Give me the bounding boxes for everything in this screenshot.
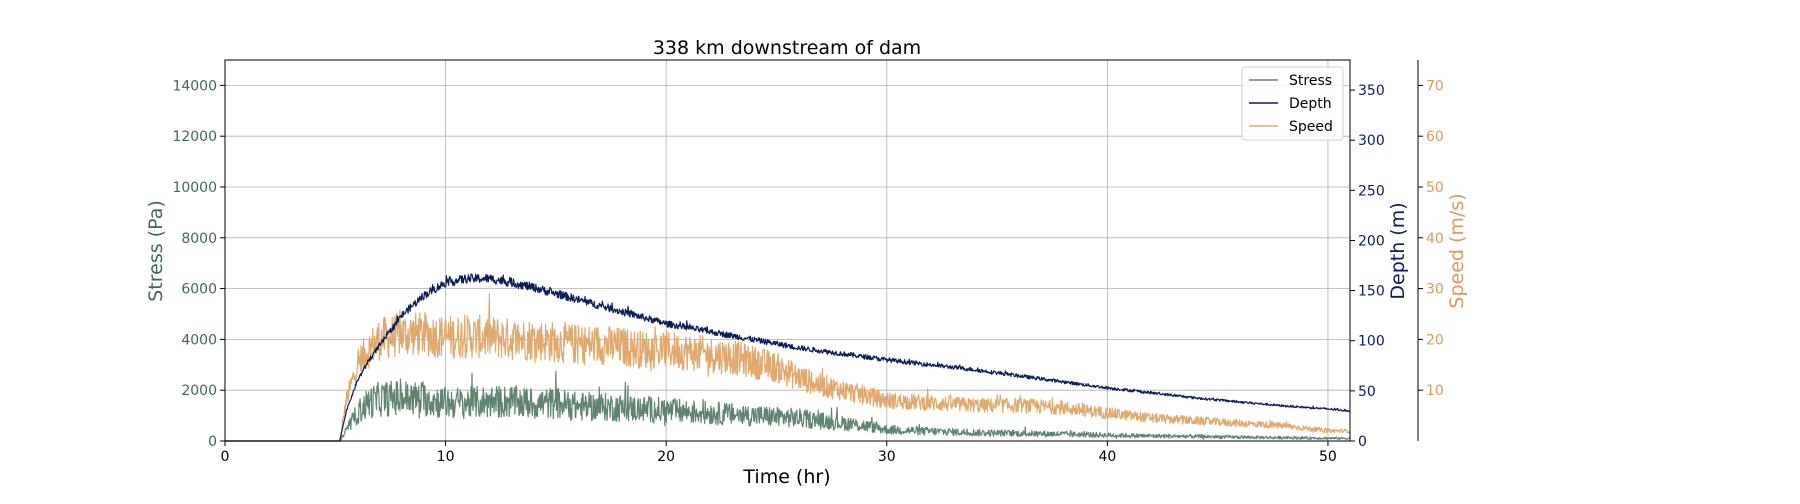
depth-tick-label: 50 bbox=[1358, 384, 1376, 400]
depth-tick-label: 250 bbox=[1358, 183, 1385, 199]
speed-tick-label: 70 bbox=[1426, 78, 1444, 94]
stress-tick-label: 0 bbox=[208, 434, 217, 450]
stress-tick-label: 2000 bbox=[181, 383, 217, 399]
speed-axis-title: Speed (m/s) bbox=[1446, 193, 1468, 308]
speed-tick-label: 50 bbox=[1426, 180, 1444, 196]
series-line-speed bbox=[224, 293, 1351, 442]
speed-tick-label: 20 bbox=[1426, 332, 1444, 348]
stress-tick-label: 6000 bbox=[181, 282, 217, 298]
depth-tick-label: 350 bbox=[1358, 83, 1385, 99]
series-line-stress bbox=[224, 370, 1351, 442]
stress-tick-label: 10000 bbox=[172, 180, 217, 196]
stress-tick-label: 8000 bbox=[181, 231, 217, 247]
x-tick-label: 30 bbox=[878, 449, 896, 465]
series-layer bbox=[224, 273, 1351, 442]
x-tick-label: 40 bbox=[1098, 449, 1116, 465]
depth-tick-label: 0 bbox=[1358, 434, 1367, 450]
x-tick-label: 0 bbox=[221, 449, 230, 465]
series-line-depth bbox=[224, 273, 1351, 442]
speed-tick-label: 30 bbox=[1426, 282, 1444, 298]
depth-tick-label: 300 bbox=[1358, 133, 1385, 149]
plot-frame bbox=[224, 59, 1351, 442]
speed-tick-label: 10 bbox=[1426, 383, 1444, 399]
x-tick-label: 10 bbox=[437, 449, 455, 465]
ticks-layer: 0 10 20 30 40 5002000400060008000100001200014… bbox=[172, 78, 1443, 465]
stress-tick-label: 12000 bbox=[172, 129, 217, 145]
legend-label-speed: Speed bbox=[1289, 119, 1333, 135]
x-tick-label: 50 bbox=[1319, 449, 1337, 465]
x-tick-label: 20 bbox=[657, 449, 675, 465]
depth-tick-label: 150 bbox=[1358, 284, 1385, 300]
chart-title: 338 km downstream of dam bbox=[653, 37, 921, 59]
legend-label-depth: Depth bbox=[1289, 96, 1332, 112]
stress-tick-label: 4000 bbox=[181, 332, 217, 348]
legend-box bbox=[1241, 66, 1344, 141]
stress-tick-label: 14000 bbox=[172, 78, 217, 94]
depth-tick-label: 100 bbox=[1358, 334, 1385, 350]
speed-tick-label: 40 bbox=[1426, 231, 1444, 247]
depth-axis-title: Depth (m) bbox=[1387, 202, 1409, 299]
stress-axis-title: Stress (Pa) bbox=[145, 200, 167, 302]
legend-label-stress: Stress bbox=[1289, 73, 1332, 89]
x-axis-title: Time (hr) bbox=[742, 466, 830, 488]
depth-tick-label: 200 bbox=[1358, 233, 1385, 249]
legend: Stress Depth Speed bbox=[1241, 66, 1344, 141]
speed-tick-label: 60 bbox=[1426, 129, 1444, 145]
